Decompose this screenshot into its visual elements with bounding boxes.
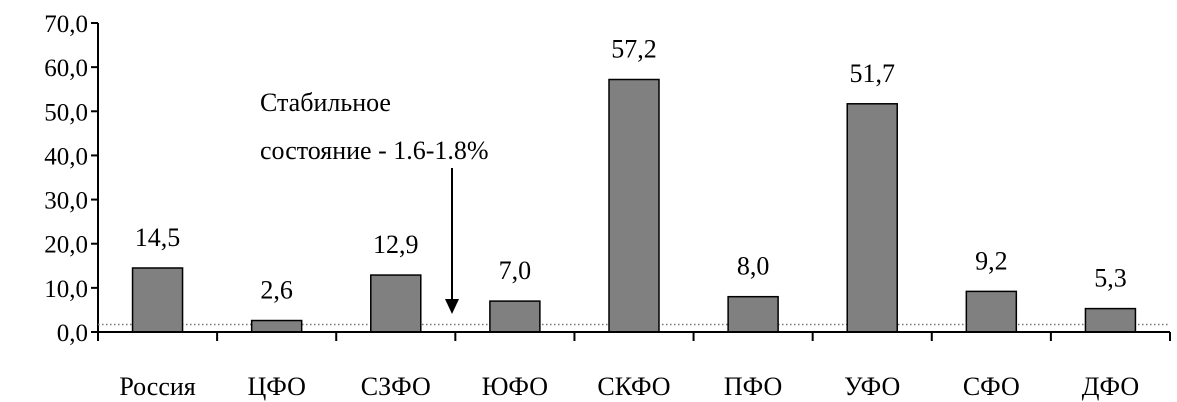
y-axis: 0,0 10,0 20,0 30,0 40,0 50,0 60,0 70,0 bbox=[44, 11, 99, 347]
bar bbox=[370, 274, 422, 333]
y-tick-label: 0,0 bbox=[57, 320, 88, 347]
category-label: СКФО bbox=[597, 372, 670, 401]
bar bbox=[489, 300, 541, 333]
category-label: СФО bbox=[963, 372, 1020, 401]
annotation-arrow-head bbox=[445, 299, 459, 314]
y-tick-label: 50,0 bbox=[44, 99, 88, 126]
data-label: 7,0 bbox=[499, 256, 532, 285]
annotation-line-1: Стабильное bbox=[260, 88, 391, 117]
annotation-line-2: состояние - 1.6-1.8% bbox=[260, 136, 489, 165]
bars: 14,5 2,6 12,9 7,0 57,2 8,0 51,7 9,2 5,3 bbox=[131, 35, 1137, 333]
bar bbox=[727, 295, 779, 333]
data-label: 57,2 bbox=[611, 35, 657, 64]
y-tick-label: 70,0 bbox=[44, 11, 88, 38]
data-label: 12,9 bbox=[373, 230, 419, 259]
y-tick-label: 40,0 bbox=[44, 143, 88, 170]
y-tick-label: 10,0 bbox=[44, 276, 88, 303]
bar bbox=[1084, 307, 1137, 333]
bar bbox=[608, 78, 660, 333]
bar bbox=[250, 319, 303, 333]
data-label: 51,7 bbox=[849, 59, 895, 88]
annotation: Стабильное состояние - 1.6-1.8% bbox=[260, 88, 489, 314]
bar bbox=[846, 103, 898, 333]
category-label: Россия bbox=[119, 372, 195, 401]
data-label: 2,6 bbox=[260, 276, 293, 305]
category-label: ЮФО bbox=[482, 372, 548, 401]
category-label: СЗФО bbox=[361, 372, 431, 401]
bar bbox=[965, 290, 1018, 333]
x-axis: Россия ЦФО СЗФО ЮФО СКФО ПФО УФО СФО ДФО bbox=[97, 331, 1171, 401]
y-tick-label: 60,0 bbox=[44, 55, 88, 82]
data-label: 14,5 bbox=[135, 223, 181, 252]
y-tick-label: 30,0 bbox=[44, 188, 88, 215]
bar bbox=[131, 267, 184, 333]
category-label: ДФО bbox=[1082, 372, 1139, 401]
data-label: 5,3 bbox=[1094, 264, 1127, 293]
data-label: 9,2 bbox=[975, 246, 1008, 275]
y-tick-label: 20,0 bbox=[44, 232, 88, 259]
data-label: 8,0 bbox=[737, 252, 770, 281]
category-label: УФО bbox=[844, 372, 900, 401]
category-label: ЦФО bbox=[247, 372, 305, 401]
category-label: ПФО bbox=[724, 372, 782, 401]
